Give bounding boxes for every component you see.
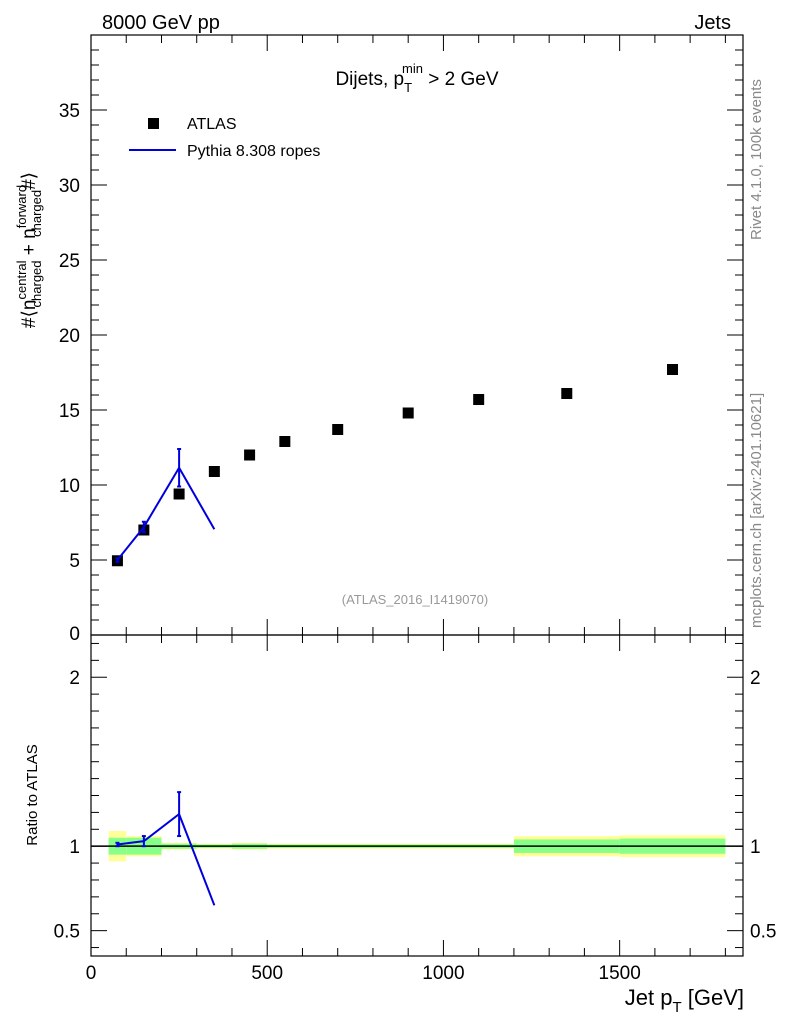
legend-label-atlas: ATLAS (187, 116, 237, 133)
x-tick-label: 0 (86, 963, 97, 984)
legend-label-pythia: Pythia 8.308 ropes (187, 143, 320, 160)
ratio-ylabel: Ratio to ATLAS (24, 744, 41, 845)
plot-title-sub: T (404, 80, 412, 95)
pythia-line (116, 465, 216, 561)
y-tick-label-main: 35 (59, 101, 80, 122)
atlas-data-point (473, 394, 485, 405)
y-tick-label-ratio-left: 0.5 (54, 922, 80, 943)
plot-title-rest: > 2 GeV (423, 69, 499, 90)
y-tick-label-main: 15 (59, 401, 80, 422)
ratio-plot-frame (90, 634, 744, 957)
ylabel-sup1: central (14, 260, 29, 299)
y-tick-label-main: 5 (69, 551, 80, 572)
atlas-data-point (667, 364, 679, 375)
y-tick-label-main-zero: 0 (69, 624, 80, 645)
ylabel-plus: + n (19, 228, 40, 260)
xlabel-rest: [GeV] (682, 985, 744, 1010)
y-tick-label-ratio-left: 2 (69, 668, 80, 689)
atlas-data-point (402, 407, 414, 419)
atlas-data-point (244, 449, 256, 461)
ylabel-sub1: charged (29, 260, 44, 307)
header-right: Jets (694, 12, 731, 34)
atlas-data-point (332, 424, 344, 435)
y-tick-label-ratio-right: 1 (750, 837, 761, 858)
main-ticks: 5 10 15 20 25 30 35 0 (59, 34, 743, 645)
ratio-data (91, 791, 743, 906)
rivet-label: Rivet 4.1.0, 100k events (748, 79, 765, 240)
atlas-data-point (173, 488, 185, 500)
mcplots-label: mcplots.cern.ch [arXiv:2401.10621] (748, 393, 765, 628)
y-tick-label-main: 30 (59, 176, 80, 197)
plot-title-sup: min (402, 61, 423, 76)
plot-title-main: Dijets, p (335, 69, 404, 90)
main-panel: 5 10 15 20 25 30 35 0 (59, 34, 744, 645)
atlas-data-point (561, 388, 573, 399)
analysis-watermark: (ATLAS_2016_I1419070) (342, 592, 488, 607)
ylabel-hash: # (19, 317, 40, 328)
xlabel-main: Jet p (625, 985, 673, 1010)
ratio-panel: 0 500 1000 1500 0.5 0.5 1 1 2 2 (54, 634, 776, 984)
y-tick-label-ratio-left: 1 (69, 837, 80, 858)
y-tick-label-ratio-right: 0.5 (750, 922, 776, 943)
xlabel-sub: T (672, 999, 681, 1016)
ylabel-sub2: charged (29, 190, 44, 237)
ratio-ticks: 0 500 1000 1500 0.5 0.5 1 1 2 2 (54, 635, 776, 984)
plot-title: Dijets, pTmin > 2 GeV (335, 61, 498, 95)
ylabel-n: n (19, 300, 40, 311)
pythia-ratio-line (117, 812, 216, 906)
main-ylabel: #⟨ncentralcharged + nforwardcharged#⟩ (14, 172, 44, 328)
x-axis-label: Jet pT [GeV] (625, 985, 744, 1016)
ylabel-end: #⟩ (19, 172, 40, 190)
main-data (111, 364, 679, 567)
x-tick-label: 1500 (599, 963, 641, 984)
x-tick-label: 500 (251, 963, 283, 984)
y-tick-label-main: 10 (59, 476, 80, 497)
atlas-data-point (279, 436, 291, 447)
atlas-data-point (208, 466, 220, 477)
ylabel-sup2: forward (14, 185, 29, 228)
ylabel-bracket: ⟨ (19, 310, 40, 317)
y-tick-label-ratio-right: 2 (750, 668, 761, 689)
x-tick-label: 1000 (422, 963, 464, 984)
y-tick-label-main: 25 (59, 251, 80, 272)
y-tick-label-main: 20 (59, 326, 80, 347)
legend-marker-atlas (148, 118, 159, 129)
header-left: 8000 GeV pp (102, 12, 220, 34)
legend: ATLAS Pythia 8.308 ropes (129, 116, 320, 160)
